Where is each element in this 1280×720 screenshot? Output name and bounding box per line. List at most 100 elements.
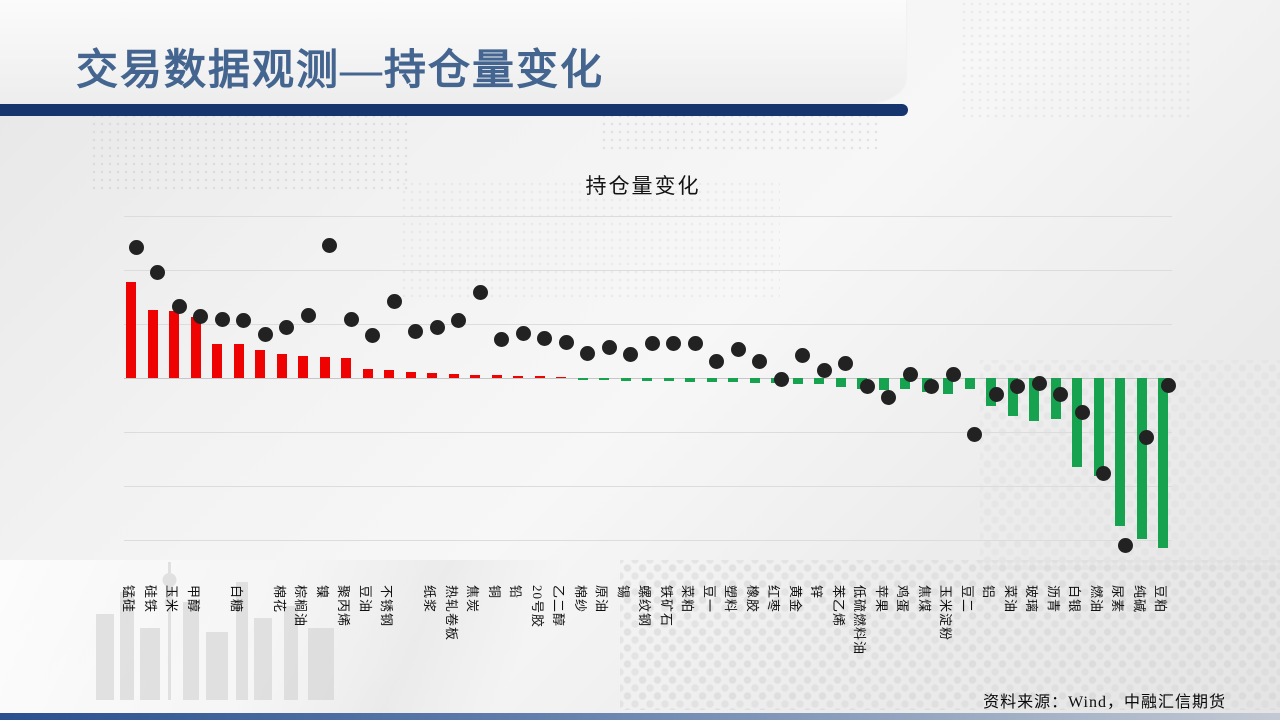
scatter-dot — [816, 362, 832, 378]
x-axis-label: 20号胶 — [529, 585, 545, 629]
diagonal-light-streak — [0, 560, 680, 720]
scatter-dot — [924, 378, 939, 394]
bar — [212, 343, 222, 378]
scatter-dot — [644, 336, 660, 352]
scatter-dot — [795, 348, 810, 364]
scatter-dot — [494, 331, 509, 347]
scatter-dot — [257, 326, 273, 342]
scatter-dot — [472, 284, 488, 300]
scatter-dot — [171, 298, 187, 314]
scatter-dot — [859, 378, 875, 394]
bar — [706, 378, 717, 382]
scatter-dot — [580, 345, 595, 361]
x-axis-label: 棉花 — [271, 585, 287, 614]
scatter-dot — [300, 308, 316, 324]
x-axis-label: 焦煤 — [916, 585, 932, 614]
x-axis-label: 甲醇 — [185, 585, 201, 614]
bar — [491, 375, 502, 378]
bar — [276, 354, 287, 378]
x-axis-label: 乙二醇 — [551, 585, 566, 628]
gridline — [124, 540, 1172, 541]
bar — [341, 358, 351, 378]
scatter-dot — [1010, 378, 1025, 394]
bar — [556, 377, 566, 378]
x-axis-label: 玉米 — [164, 585, 179, 614]
bar — [943, 378, 953, 395]
gridline — [124, 270, 1172, 271]
scatter-dot — [1139, 430, 1154, 446]
scatter-dot — [1031, 375, 1047, 391]
x-axis-label: 黄金 — [787, 585, 803, 614]
x-axis-label: 菜油 — [1002, 585, 1018, 614]
x-axis-label: 尿素 — [1110, 585, 1125, 614]
bar — [878, 378, 889, 391]
data-source-note: 资料来源：Wind，中融汇信期货 — [983, 694, 1226, 711]
header-accent-bar — [0, 104, 908, 116]
x-axis-label: 螺纹钢 — [637, 585, 652, 628]
x-axis-label: 橡胶 — [744, 585, 760, 614]
x-axis-label: 焦炭 — [465, 585, 480, 614]
bar — [835, 378, 846, 388]
scatter-dot — [838, 356, 853, 372]
scatter-dot — [988, 386, 1004, 402]
bar — [1158, 378, 1168, 548]
x-axis-label: 菜粕 — [680, 585, 695, 614]
scatter-dot — [214, 311, 230, 327]
gridline — [124, 324, 1172, 325]
bar — [577, 378, 588, 381]
scatter-dot — [1074, 405, 1090, 421]
x-axis-label: 热轧卷板 — [443, 585, 459, 642]
x-axis-label: 锡 — [615, 585, 631, 600]
x-axis-label: 棕榈油 — [293, 585, 308, 628]
bar — [599, 378, 609, 381]
bar — [1093, 378, 1104, 476]
scatter-dot — [881, 389, 896, 405]
x-axis-label: 原油 — [594, 585, 609, 614]
scatter-dot — [1053, 387, 1068, 403]
bar — [233, 343, 244, 378]
x-axis-label: 豆油 — [357, 585, 373, 614]
scatter-dot — [1096, 466, 1111, 482]
bar — [685, 378, 695, 382]
x-axis-label: 硅铁 — [142, 585, 158, 614]
bar — [513, 375, 523, 378]
x-axis-label: 镍 — [314, 585, 330, 600]
scatter-dot — [945, 366, 961, 382]
scatter-dot — [537, 330, 552, 346]
x-axis-label: 棉纱 — [572, 585, 588, 614]
bar — [620, 378, 631, 381]
page-title: 交易数据观测—持仓量变化 — [76, 48, 605, 94]
bar — [427, 373, 437, 378]
x-axis-label: 鸡蛋 — [895, 585, 910, 614]
bar — [728, 378, 738, 383]
bar — [749, 378, 760, 383]
worldmap-dots-pattern-right — [960, 0, 1190, 120]
x-axis-label: 沥青 — [1045, 585, 1061, 614]
x-axis-label: 不锈钢 — [379, 585, 394, 628]
scatter-dot — [515, 325, 531, 341]
x-axis-label: 纸浆 — [422, 585, 437, 614]
scatter-dot — [709, 353, 724, 369]
skyline-silhouette — [96, 562, 334, 700]
x-axis-label: 白糖 — [228, 585, 244, 614]
bar — [1072, 378, 1082, 468]
x-axis-label: 豆粕 — [1153, 585, 1168, 614]
bar — [1136, 378, 1147, 540]
bar — [1115, 378, 1125, 526]
scatter-dot — [279, 320, 294, 336]
bar — [190, 316, 201, 378]
bar — [169, 311, 179, 378]
header-band — [0, 0, 906, 104]
bar — [147, 309, 158, 378]
scatter-dot — [386, 294, 402, 310]
bar — [1029, 378, 1039, 422]
x-axis-label: 铁矿石 — [658, 585, 674, 628]
scatter-dot — [408, 323, 423, 339]
gridline — [124, 432, 1172, 433]
gridline — [124, 216, 1172, 217]
scatter-dot — [623, 347, 638, 363]
x-axis-label: 白银 — [1067, 585, 1082, 614]
scatter-dot — [365, 328, 380, 344]
x-axis-label: 锌 — [809, 585, 824, 600]
